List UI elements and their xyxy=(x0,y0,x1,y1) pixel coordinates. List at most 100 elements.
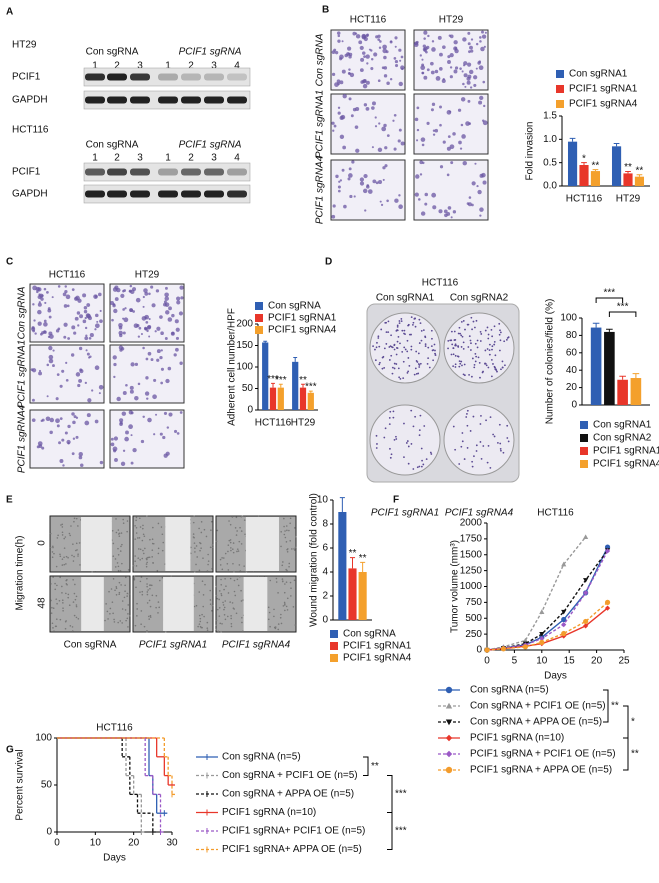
plate-label: Con sgRNA2 xyxy=(450,293,509,304)
texture xyxy=(114,558,117,560)
texture xyxy=(65,579,68,582)
band xyxy=(181,96,201,104)
cell xyxy=(165,286,168,290)
cell xyxy=(416,128,420,132)
y-tick-label: 1750 xyxy=(460,534,483,545)
texture xyxy=(135,519,137,522)
texture xyxy=(148,599,151,602)
cell xyxy=(89,355,92,359)
cell xyxy=(452,210,457,214)
cell xyxy=(355,32,358,35)
texture xyxy=(60,524,62,526)
texture xyxy=(219,558,222,561)
colony xyxy=(501,360,504,363)
texture xyxy=(283,517,285,520)
texture xyxy=(206,627,209,629)
cell xyxy=(423,37,426,40)
photo xyxy=(29,344,105,404)
cell xyxy=(333,124,337,128)
colony xyxy=(453,339,456,341)
cell xyxy=(159,432,163,436)
significance: ** xyxy=(636,165,644,176)
legend-label: Con sgRNA + APPA OE (n=5) xyxy=(222,789,354,800)
cell xyxy=(469,86,473,89)
cell xyxy=(128,424,133,430)
band xyxy=(227,190,247,198)
cell xyxy=(148,292,151,296)
panel-letter: E xyxy=(6,495,13,506)
texture xyxy=(204,583,206,586)
cell xyxy=(362,188,368,194)
texture xyxy=(227,569,230,571)
texture xyxy=(134,525,136,527)
significance: ** xyxy=(349,548,357,559)
colony xyxy=(475,355,478,358)
legend-label: PCIF1 sgRNA (n=10) xyxy=(222,807,316,818)
texture xyxy=(115,587,118,590)
colony xyxy=(466,409,469,412)
texture xyxy=(293,527,296,529)
cell xyxy=(348,173,353,178)
cell xyxy=(130,434,133,437)
colony xyxy=(378,363,381,366)
colony xyxy=(434,349,436,352)
cell xyxy=(449,53,454,58)
cell xyxy=(167,366,172,371)
colony xyxy=(462,341,465,344)
cell xyxy=(348,97,352,101)
texture xyxy=(117,565,120,568)
texture xyxy=(238,540,241,543)
cell xyxy=(383,123,387,128)
cell xyxy=(94,295,98,298)
colony xyxy=(494,366,496,369)
texture xyxy=(117,621,119,624)
legend-swatch xyxy=(556,70,564,78)
band xyxy=(130,73,150,81)
photo-bg xyxy=(330,29,406,91)
colony xyxy=(486,326,489,329)
cell xyxy=(382,166,386,170)
significance: *** xyxy=(275,375,287,386)
cell xyxy=(379,200,382,203)
y-tick-label: 750 xyxy=(465,597,482,608)
cell xyxy=(160,367,164,371)
cell xyxy=(85,334,88,337)
cell xyxy=(123,289,127,292)
texture xyxy=(133,577,136,579)
cell xyxy=(155,413,158,416)
cell xyxy=(462,160,467,166)
colony xyxy=(393,348,396,351)
cell xyxy=(98,292,102,297)
colony xyxy=(378,345,381,348)
cell xyxy=(348,52,353,57)
bar xyxy=(590,171,601,186)
colony xyxy=(469,339,472,342)
cell xyxy=(31,398,35,402)
colony xyxy=(389,410,392,413)
cell xyxy=(394,59,399,64)
texture xyxy=(160,526,163,528)
texture xyxy=(125,576,127,579)
cell xyxy=(350,114,354,118)
colony xyxy=(462,347,465,350)
texture xyxy=(145,563,148,565)
cell xyxy=(420,211,426,216)
cell xyxy=(142,346,145,350)
cell xyxy=(165,378,170,384)
texture xyxy=(198,527,200,530)
texture xyxy=(286,548,288,551)
y-tick-label: 0 xyxy=(46,827,52,838)
texture xyxy=(202,605,205,608)
texture xyxy=(145,565,148,568)
colony xyxy=(395,353,398,356)
cell xyxy=(447,206,452,210)
colony xyxy=(487,444,490,447)
colony xyxy=(449,339,452,342)
cell xyxy=(339,80,344,85)
lane-number: 1 xyxy=(165,153,171,164)
cell xyxy=(352,107,357,112)
texture xyxy=(228,539,231,542)
image-title: HCT116 xyxy=(422,278,459,289)
colony xyxy=(464,328,466,331)
texture xyxy=(242,599,244,601)
